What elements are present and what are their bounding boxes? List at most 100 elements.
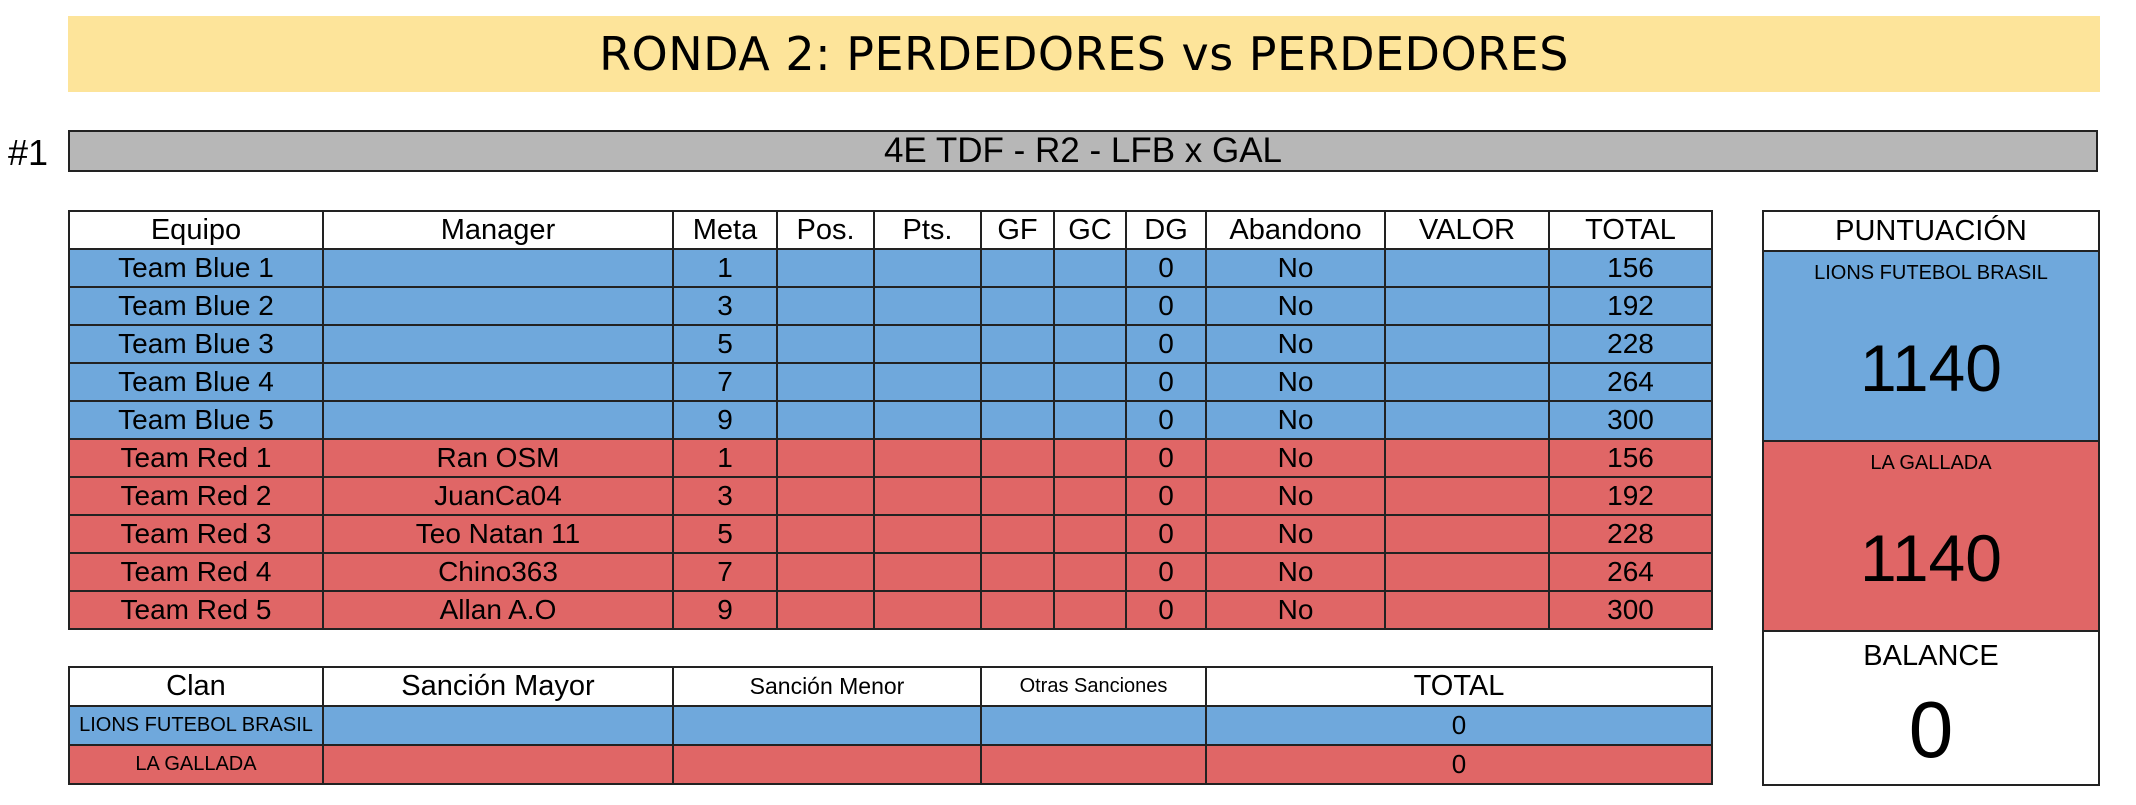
abandono-cell: No (1205, 400, 1386, 440)
pos-cell (776, 362, 875, 402)
pos-cell (776, 476, 875, 516)
table-row: Team Blue 5 9 0 No 300 (68, 400, 1713, 440)
sancion-mayor-cell (322, 744, 674, 785)
total-cell: 192 (1548, 476, 1713, 516)
pos-cell (776, 286, 875, 326)
table-row: Team Red 5 Allan A.O 9 0 No 300 (68, 590, 1713, 630)
meta-cell: 9 (672, 590, 778, 630)
gc-cell (1053, 552, 1127, 592)
header-equipo: Equipo (68, 210, 324, 250)
header-otras-sanciones: Otras Sanciones (980, 666, 1207, 707)
score-title: PUNTUACIÓN (1764, 212, 2098, 252)
total-cell: 300 (1548, 400, 1713, 440)
dg-cell: 0 (1125, 400, 1207, 440)
dg-cell: 0 (1125, 286, 1207, 326)
manager-cell (322, 362, 674, 402)
header-manager: Manager (322, 210, 674, 250)
pts-cell (873, 400, 982, 440)
balance-label: BALANCE (1863, 640, 1999, 672)
manager-cell: Teo Natan 11 (322, 514, 674, 554)
clan-cell: LA GALLADA (68, 744, 324, 785)
dg-cell: 0 (1125, 248, 1207, 288)
dg-cell: 0 (1125, 514, 1207, 554)
red-clan-name: LA GALLADA (1870, 452, 1992, 474)
header-dg: DG (1125, 210, 1207, 250)
gc-cell (1053, 324, 1127, 364)
sancion-mayor-cell (322, 705, 674, 746)
gf-cell (980, 286, 1055, 326)
abandono-cell: No (1205, 248, 1386, 288)
gc-cell (1053, 590, 1127, 630)
manager-cell: Ran OSM (322, 438, 674, 478)
pos-cell (776, 438, 875, 478)
meta-cell: 1 (672, 438, 778, 478)
pts-cell (873, 514, 982, 554)
valor-cell (1384, 514, 1550, 554)
header-gc: GC (1053, 210, 1127, 250)
header-sancion-menor: Sanción Menor (672, 666, 982, 707)
abandono-cell: No (1205, 286, 1386, 326)
total-cell: 264 (1548, 552, 1713, 592)
team-cell: Team Red 3 (68, 514, 324, 554)
abandono-cell: No (1205, 362, 1386, 402)
dg-cell: 0 (1125, 438, 1207, 478)
table-row: Team Red 1 Ran OSM 1 0 No 156 (68, 438, 1713, 478)
header-abandono: Abandono (1205, 210, 1386, 250)
dg-cell: 0 (1125, 552, 1207, 592)
gc-cell (1053, 248, 1127, 288)
team-cell: Team Blue 4 (68, 362, 324, 402)
table-row: LA GALLADA 0 (68, 744, 1713, 785)
valor-cell (1384, 476, 1550, 516)
gf-cell (980, 514, 1055, 554)
meta-cell: 3 (672, 476, 778, 516)
abandono-cell: No (1205, 514, 1386, 554)
header-meta: Meta (672, 210, 778, 250)
table-row: LIONS FUTEBOL BRASIL 0 (68, 705, 1713, 746)
blue-score: 1140 (1860, 331, 2002, 405)
manager-cell (322, 248, 674, 288)
red-score: 1140 (1860, 521, 2002, 595)
meta-cell: 1 (672, 248, 778, 288)
total-cell: 192 (1548, 286, 1713, 326)
dg-cell: 0 (1125, 324, 1207, 364)
match-title: 4E TDF - R2 - LFB x GAL (68, 130, 2098, 172)
gf-cell (980, 552, 1055, 592)
match-number: #1 (8, 132, 49, 173)
gf-cell (980, 476, 1055, 516)
score-panel: PUNTUACIÓN LIONS FUTEBOL BRASIL 1140 LA … (1762, 210, 2100, 786)
team-cell: Team Blue 3 (68, 324, 324, 364)
gf-cell (980, 324, 1055, 364)
manager-cell (322, 400, 674, 440)
pts-cell (873, 286, 982, 326)
sanctions-table: Clan Sanción Mayor Sanción Menor Otras S… (68, 666, 1713, 785)
header-clan: Clan (68, 666, 324, 707)
dg-cell: 0 (1125, 362, 1207, 402)
manager-cell: Chino363 (322, 552, 674, 592)
meta-cell: 3 (672, 286, 778, 326)
gc-cell (1053, 476, 1127, 516)
header-sancion-mayor: Sanción Mayor (322, 666, 674, 707)
gf-cell (980, 438, 1055, 478)
manager-cell: JuanCa04 (322, 476, 674, 516)
sanctions-total-cell: 0 (1205, 744, 1713, 785)
valor-cell (1384, 552, 1550, 592)
red-score-block: LA GALLADA 1140 (1764, 442, 2098, 632)
table-row: Team Red 4 Chino363 7 0 No 264 (68, 552, 1713, 592)
gc-cell (1053, 400, 1127, 440)
valor-cell (1384, 324, 1550, 364)
valor-cell (1384, 590, 1550, 630)
team-cell: Team Blue 2 (68, 286, 324, 326)
abandono-cell: No (1205, 552, 1386, 592)
abandono-cell: No (1205, 476, 1386, 516)
gc-cell (1053, 438, 1127, 478)
header-sanctions-total: TOTAL (1205, 666, 1713, 707)
pts-cell (873, 248, 982, 288)
valor-cell (1384, 438, 1550, 478)
pts-cell (873, 476, 982, 516)
pos-cell (776, 248, 875, 288)
meta-cell: 7 (672, 362, 778, 402)
pts-cell (873, 552, 982, 592)
pts-cell (873, 362, 982, 402)
total-cell: 300 (1548, 590, 1713, 630)
header-gf: GF (980, 210, 1055, 250)
